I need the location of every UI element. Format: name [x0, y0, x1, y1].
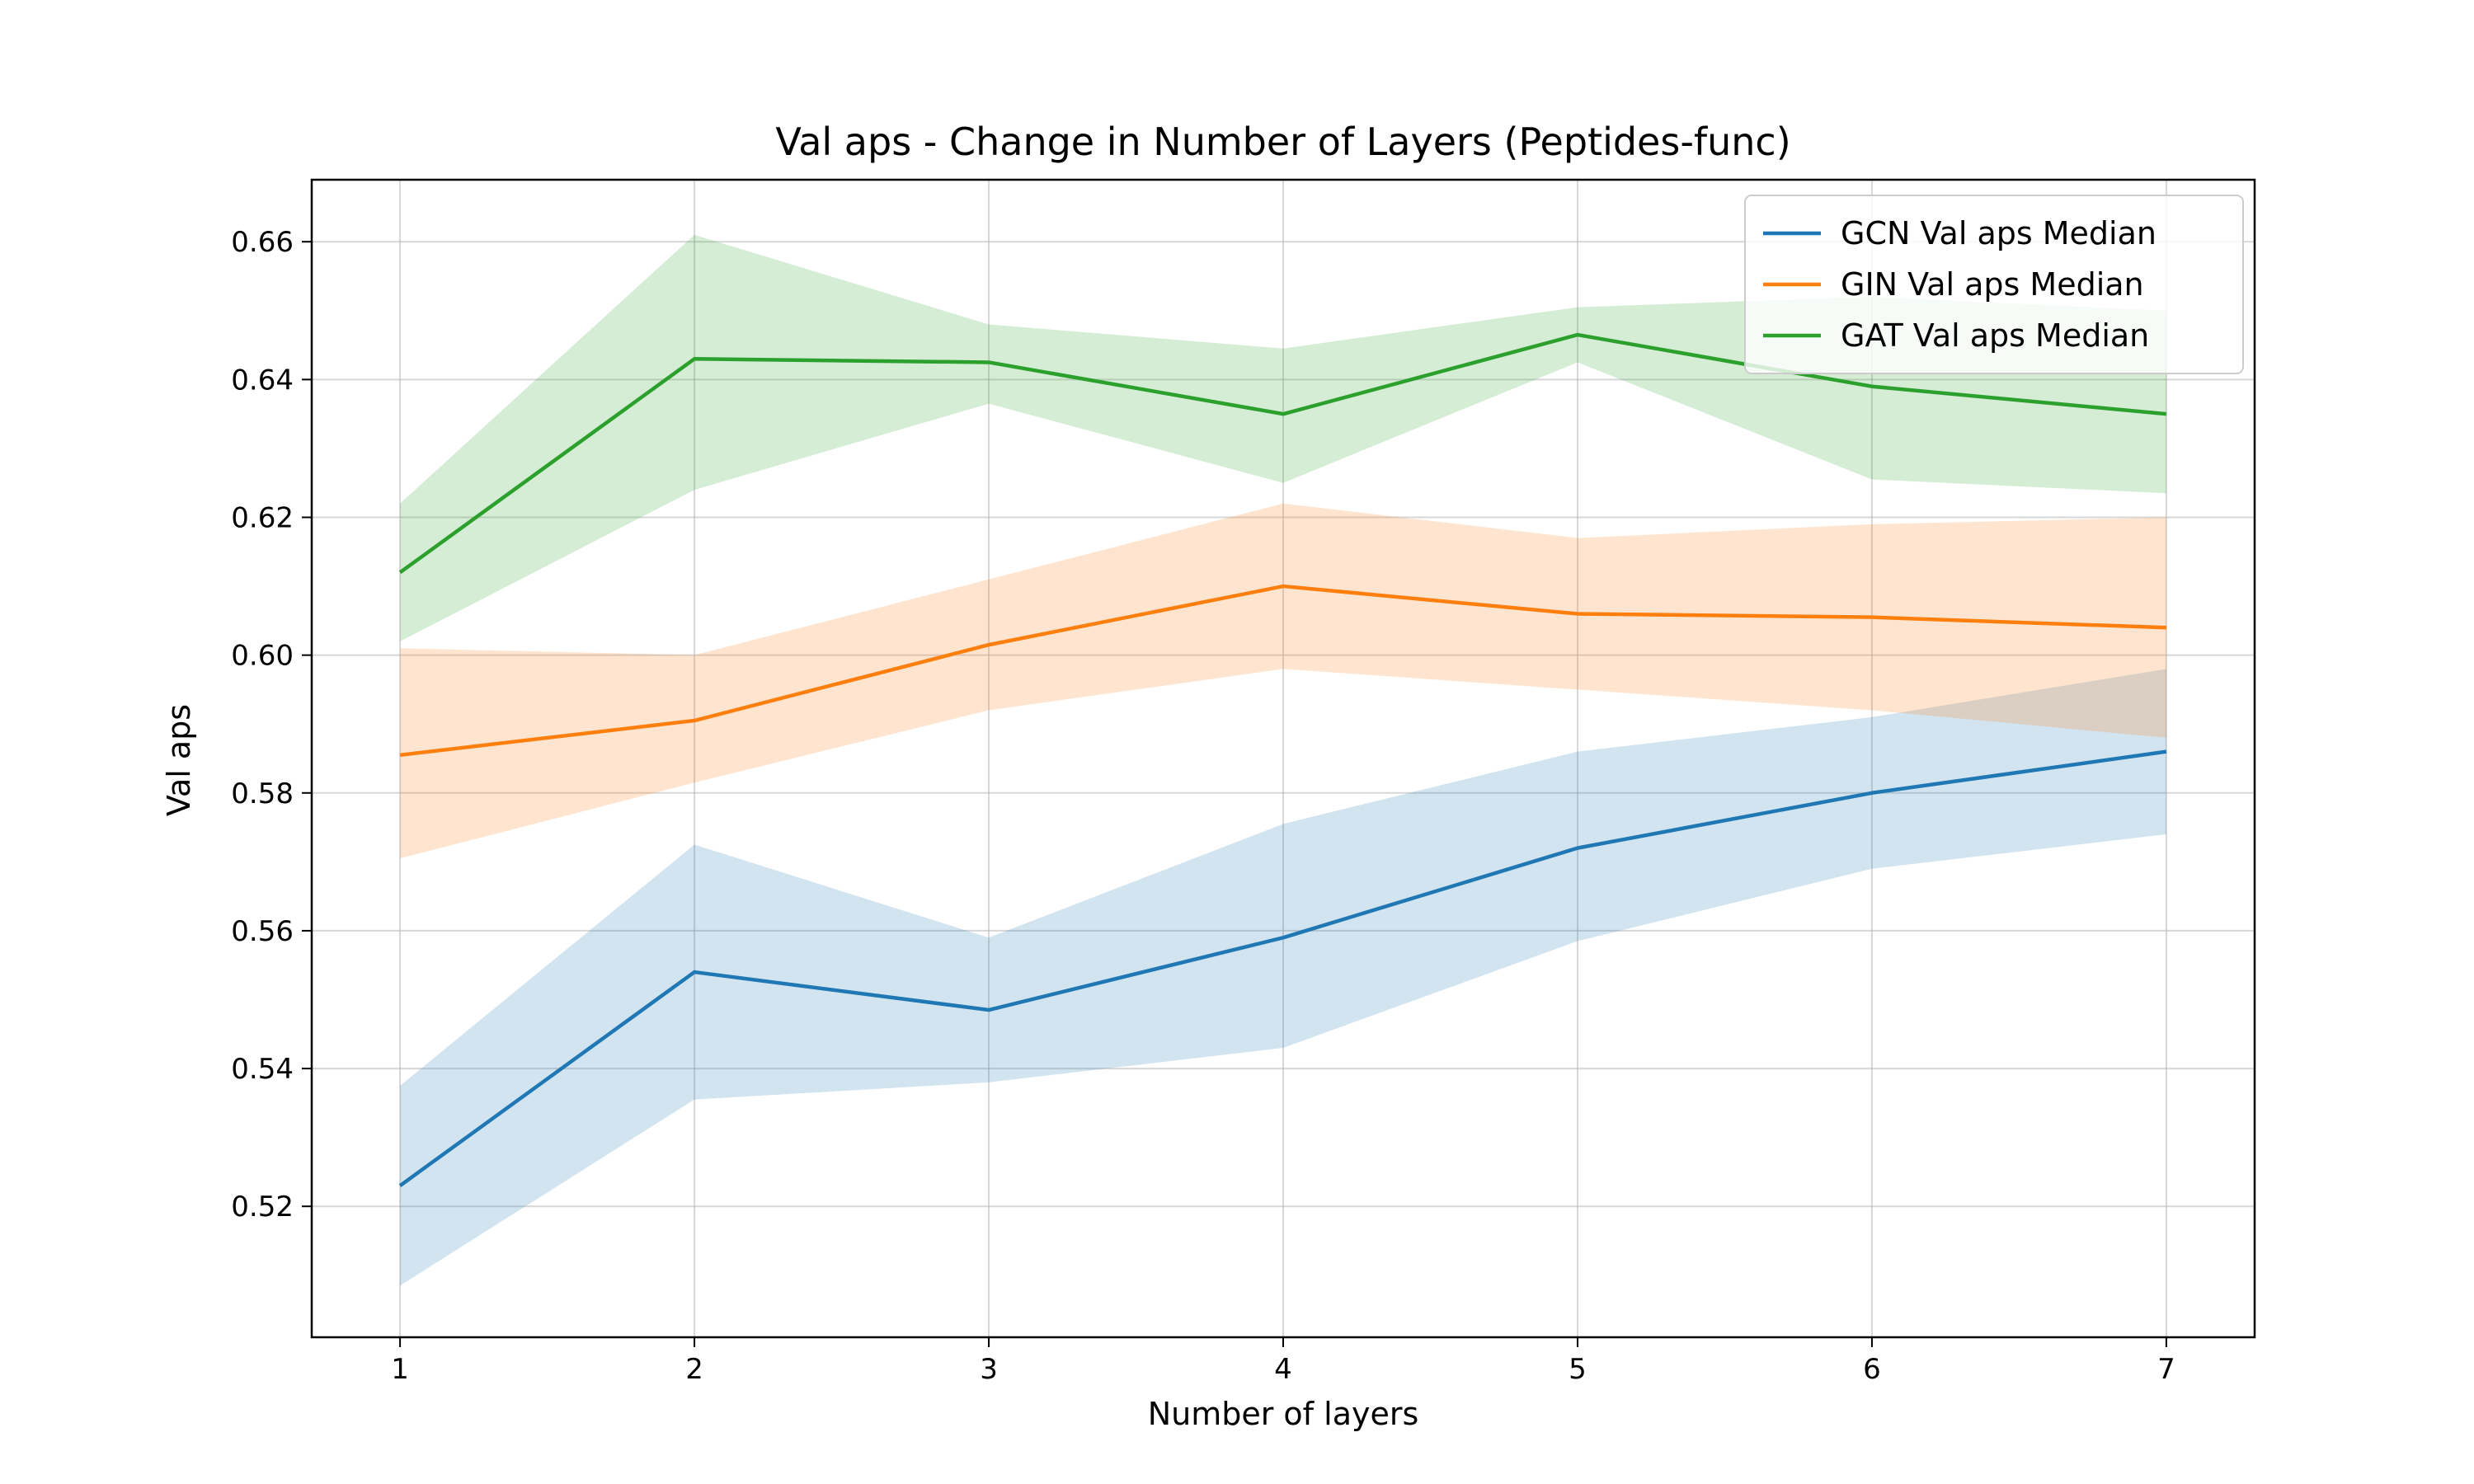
confidence-bands: [400, 234, 2166, 1286]
legend-label: GCN Val aps Median: [1841, 215, 2157, 251]
x-tick-label: 4: [1274, 1353, 1292, 1386]
legend-label: GAT Val aps Median: [1841, 317, 2149, 354]
legend-box: [1744, 195, 2244, 374]
x-tick-label: 2: [685, 1353, 703, 1386]
y-tick-label: 0.54: [231, 1053, 294, 1086]
x-tick-label: 1: [391, 1353, 409, 1386]
y-axis-label: Val aps: [161, 704, 197, 816]
y-tick-label: 0.52: [231, 1190, 294, 1223]
gat-band: [400, 234, 2166, 641]
x-tick-label: 6: [1863, 1353, 1881, 1386]
median-lines: [398, 332, 2167, 1187]
x-tick-label: 5: [1569, 1353, 1587, 1386]
chart-title: Val aps - Change in Number of Layers (Pe…: [775, 120, 1790, 164]
x-tick-label: 3: [980, 1353, 998, 1386]
y-tick-label: 0.58: [231, 777, 294, 810]
y-tick-label: 0.60: [231, 640, 294, 673]
gin-band: [400, 503, 2166, 859]
x-tick-label: 7: [2157, 1353, 2175, 1386]
gcn-band: [400, 669, 2166, 1286]
grid: [312, 180, 2255, 1337]
y-tick-label: 0.56: [231, 915, 294, 948]
y-tick-label: 0.64: [231, 364, 294, 397]
y-tick-label: 0.62: [231, 502, 294, 535]
x-axis-label: Number of layers: [1148, 1396, 1419, 1432]
legend-label: GIN Val aps Median: [1841, 266, 2144, 303]
axis-ticks: 1 2 3 4 5 6 7 0.52 0.54 0.56 0.58 0.60 0.62 0.64 0.66: [231, 226, 2175, 1386]
y-tick-label: 0.66: [231, 226, 294, 259]
legend: GCN Val aps Median GIN Val aps Median GAT …: [1744, 195, 2244, 374]
